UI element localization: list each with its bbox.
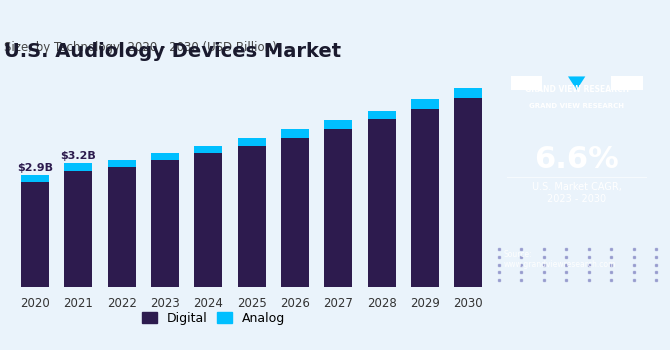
Text: $3.2B: $3.2B [60,152,96,161]
Bar [194,153,222,287]
Bar [238,138,266,146]
Text: Source:
www.grandviewresearch.com: Source: www.grandviewresearch.com [504,250,616,269]
FancyBboxPatch shape [511,76,542,90]
Bar [281,138,309,287]
Bar [108,167,136,287]
Bar [411,99,439,108]
Bar [454,98,482,287]
Legend: Digital, Analog: Digital, Analog [137,307,291,330]
Text: 6.6%: 6.6% [534,145,619,174]
Text: U.S. Audiology Devices Market: U.S. Audiology Devices Market [4,42,341,62]
Bar [151,153,179,160]
Bar [21,182,49,287]
Bar [368,119,396,287]
Bar [21,175,49,182]
Bar [368,111,396,119]
Bar [194,146,222,153]
Bar [238,146,266,287]
Text: GRAND VIEW RESEARCH: GRAND VIEW RESEARCH [525,85,628,94]
Bar [281,130,309,138]
Bar [64,163,92,171]
Bar [108,160,136,167]
Bar [151,160,179,287]
Bar [324,129,352,287]
Text: Size, by Technology, 2020 - 2030 (USD Billion): Size, by Technology, 2020 - 2030 (USD Bi… [4,41,277,54]
Bar [324,120,352,129]
Bar [411,108,439,287]
FancyBboxPatch shape [611,76,643,90]
Polygon shape [568,76,586,90]
Text: U.S. Market CAGR,
2023 - 2030: U.S. Market CAGR, 2023 - 2030 [532,182,622,204]
Text: $2.9B: $2.9B [17,163,53,173]
Text: GRAND VIEW RESEARCH: GRAND VIEW RESEARCH [529,103,624,109]
Bar [64,171,92,287]
Bar [454,88,482,98]
